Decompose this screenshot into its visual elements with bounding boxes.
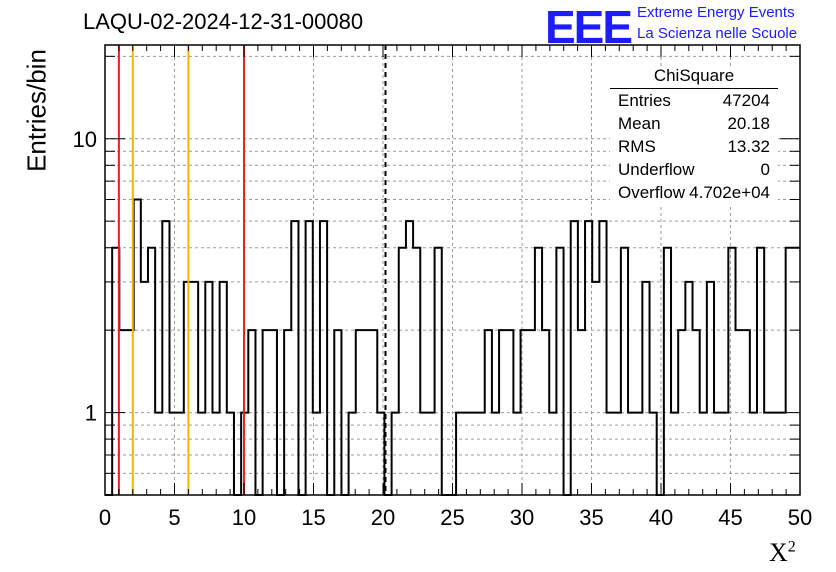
histogram-line [105,198,800,496]
stats-value: 20.18 [727,114,770,133]
stats-row-underflow: Underflow 0 [610,160,778,183]
stats-key: Underflow [618,160,695,179]
chart-title: LAQU-02-2024-12-31-00080 [83,9,364,34]
stats-value: 47204 [722,91,770,110]
x-tick-label: 40 [649,505,673,530]
stats-row-rms: RMS 13.32 [610,137,778,160]
x-tick-label: 35 [579,505,603,530]
y-axis-ticks: 1 10 [73,55,800,496]
x-axis-label-superscript: 2 [787,538,796,556]
reference-lines [117,45,387,495]
x-tick-label: 0 [99,505,111,530]
x-tick-label: 45 [718,505,742,530]
stats-key: Overflow [618,183,686,202]
x-tick-label: 10 [232,505,256,530]
y-tick-label: 1 [85,401,97,426]
stats-row-entries: Entries 47204 [610,91,778,114]
stats-row-overflow: Overflow 4.702e+04 [610,183,778,206]
x-tick-label: 20 [371,505,395,530]
y-tick-label: 10 [73,127,97,152]
x-axis-ticks: 0 5 10 15 20 25 30 35 40 45 50 [99,45,812,530]
eee-logo: EEE [545,1,633,53]
stats-box-title: ChiSquare [610,66,778,89]
x-tick-label: 15 [301,505,325,530]
x-axis-label: X2 [769,538,796,568]
stats-value: 0 [760,160,770,179]
stats-key: RMS [618,137,656,156]
stats-key: Mean [618,114,661,133]
stats-key: Entries [618,91,671,110]
stats-value: 4.702e+04 [689,183,770,202]
logo-line-2: La Scienza nelle Scuole [637,25,798,42]
stats-row-mean: Mean 20.18 [610,114,778,137]
y-axis-label: Entries/bin [21,49,52,172]
x-axis-label-text: X [769,538,788,567]
x-tick-label: 5 [168,505,180,530]
x-tick-label: 30 [510,505,534,530]
stats-box: ChiSquare Entries 47204 Mean 20.18 RMS 1… [610,66,778,206]
histogram-bars [105,198,800,496]
x-tick-label: 25 [440,505,464,530]
x-tick-label: 50 [788,505,812,530]
stats-value: 13.32 [727,137,770,156]
logo-line-1: Extreme Energy Events [637,4,795,21]
